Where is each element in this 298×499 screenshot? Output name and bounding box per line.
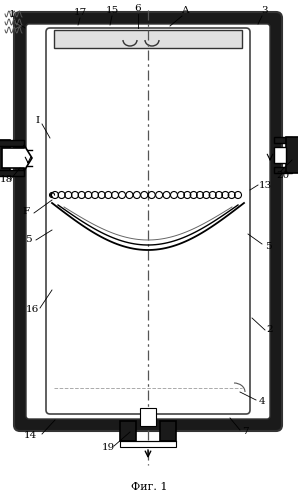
Bar — [120, 421, 136, 441]
Text: 2: 2 — [267, 325, 273, 334]
FancyBboxPatch shape — [26, 24, 270, 419]
Text: 13: 13 — [258, 181, 271, 190]
Bar — [0, 140, 10, 176]
FancyArrow shape — [2, 145, 32, 171]
Bar — [286, 137, 298, 173]
Text: Фиг. 1: Фиг. 1 — [131, 482, 167, 492]
Bar — [140, 408, 156, 426]
Text: I: I — [36, 115, 40, 124]
Text: 18: 18 — [0, 176, 13, 185]
Bar — [274, 147, 286, 163]
Bar — [120, 441, 176, 447]
Text: 5: 5 — [265, 242, 271, 250]
Text: 14: 14 — [23, 431, 37, 440]
Bar — [0, 140, 24, 146]
Text: 17: 17 — [73, 7, 87, 16]
Text: 7: 7 — [242, 428, 248, 437]
Bar — [54, 30, 242, 48]
Bar — [10, 150, 22, 166]
Bar — [274, 137, 292, 143]
Text: 6: 6 — [135, 3, 141, 12]
Bar — [18, 150, 32, 166]
Bar — [274, 167, 292, 173]
FancyBboxPatch shape — [14, 12, 282, 431]
Text: 3: 3 — [262, 5, 268, 14]
Text: A: A — [181, 5, 189, 14]
Bar — [0, 170, 24, 176]
FancyBboxPatch shape — [46, 28, 250, 414]
Text: F: F — [22, 208, 30, 217]
Text: 19: 19 — [101, 444, 115, 453]
Text: 16: 16 — [25, 305, 39, 314]
Text: 1: 1 — [9, 9, 15, 18]
Bar — [160, 421, 176, 441]
Text: 5: 5 — [25, 236, 31, 245]
Text: 15: 15 — [105, 5, 119, 14]
Text: 4: 4 — [259, 398, 265, 407]
Text: 20: 20 — [276, 171, 290, 180]
